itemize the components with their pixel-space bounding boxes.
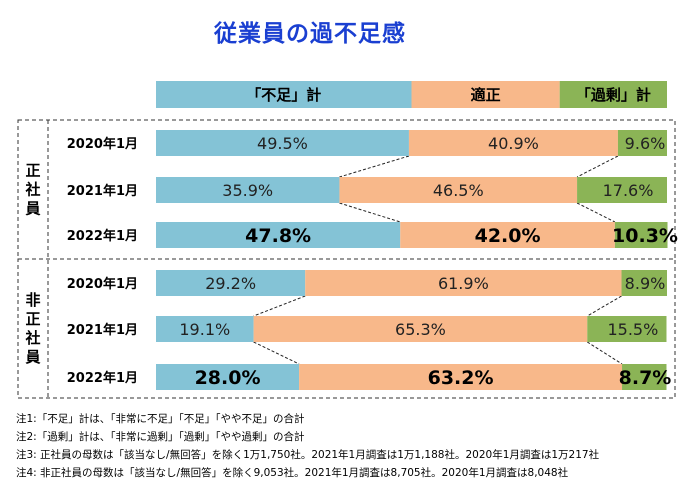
- row-label-1-0: 2020年1月: [67, 276, 138, 292]
- notes: 注1:「不足」計は、「非常に不足」「不足」「やや不足」の合計 注2:「過剰」計は…: [16, 410, 686, 482]
- data-label-1-0-1: 61.9%: [438, 274, 489, 293]
- bar-1-1-2: [587, 316, 667, 342]
- connector-0-2-0: [339, 202, 401, 223]
- data-label-1-1-0: 19.1%: [179, 320, 230, 339]
- legend: 「不足」計 適正 「過剰」計: [156, 81, 667, 108]
- connector-1-2-1: [587, 341, 623, 365]
- note-2: 注2:「過剰」計は、「非常に過剰」「過剰」「やや過剰」の合計: [16, 431, 305, 443]
- data-label-1-2-0: 28.0%: [195, 367, 261, 389]
- legend-label-2: 「過剰」計: [576, 86, 651, 104]
- bars: [156, 130, 668, 390]
- data-label-1-2-2: 8.7%: [619, 367, 672, 389]
- data-label-0-1-2: 17.6%: [603, 181, 654, 200]
- bar-1-0-1: [305, 270, 622, 296]
- data-label-0-0-1: 40.9%: [488, 134, 539, 153]
- row-label-1-1: 2021年1月: [67, 322, 138, 338]
- group-label-1-char-0: 非: [25, 291, 40, 309]
- chart-title: 従業員の過不足感: [214, 21, 406, 47]
- bar-1-1-0: [156, 316, 254, 342]
- row-label-0-2: 2022年1月: [67, 228, 138, 244]
- group-label-1-char-1: 正: [25, 310, 40, 328]
- note-1: 注1:「不足」計は、「非常に不足」「不足」「やや不足」の合計: [16, 413, 305, 425]
- data-label-0-1-0: 35.9%: [222, 181, 273, 200]
- connector-0-1-1: [576, 155, 619, 178]
- data-label-1-0-2: 8.9%: [625, 274, 666, 293]
- data-label-1-2-1: 63.2%: [428, 367, 494, 389]
- connector-1-2-0: [253, 341, 300, 365]
- data-label-0-1-1: 46.5%: [433, 181, 484, 200]
- group-label-0-char-0: 正: [25, 162, 40, 180]
- group-label-1-char-3: 員: [24, 348, 40, 366]
- data-label-1-0-0: 29.2%: [205, 274, 256, 293]
- data-label-0-2-0: 47.8%: [245, 225, 311, 247]
- legend-swatch-2: [559, 81, 667, 108]
- bar-1-1-1: [253, 316, 588, 342]
- data-label-0-0-0: 49.5%: [257, 134, 308, 153]
- bar-0-2-0: [156, 222, 401, 248]
- group-label-1-char-2: 社: [24, 329, 40, 347]
- bar-0-0-2: [617, 130, 667, 156]
- legend-swatch-1: [411, 81, 560, 108]
- labels: 2020年1月 49.5% 40.9% 9.6% 2021年1月 35.9% 46.5% 17…: [67, 134, 678, 389]
- legend-label-1: 適正: [471, 86, 501, 104]
- bar-0-2-2: [614, 222, 668, 248]
- bar-0-2-1: [400, 222, 615, 248]
- bar-0-0-0: [156, 130, 409, 156]
- data-label-1-1-2: 15.5%: [607, 320, 658, 339]
- connector-1-1-1: [587, 295, 622, 317]
- row-label-0-0: 2020年1月: [67, 136, 138, 152]
- data-label-0-2-1: 42.0%: [475, 225, 541, 247]
- note-4: 注4: 非正社員の母数は「該当なし/無回答」を除く9,053社。2021年1月調…: [16, 467, 569, 479]
- bar-0-1-2: [577, 177, 667, 203]
- bar-1-0-2: [621, 270, 667, 296]
- group-frame-0: [17, 119, 676, 260]
- note-3: 注3: 正社員の母数は「該当なし/無回答」を除く1万1,750社。2021年1月…: [16, 449, 600, 461]
- bar-1-0-0: [156, 270, 306, 296]
- connector-0-2-1: [576, 202, 616, 223]
- connector-0-1-0: [339, 155, 410, 178]
- data-label-0-0-2: 9.6%: [625, 134, 666, 153]
- legend-swatch-0: [156, 81, 412, 108]
- row-label-1-2: 2022年1月: [67, 370, 138, 386]
- connector-lines: [253, 155, 623, 365]
- connector-1-1-0: [253, 295, 306, 317]
- bar-0-1-1: [339, 177, 578, 203]
- data-label-1-1-1: 65.3%: [395, 320, 446, 339]
- row-label-0-1: 2021年1月: [67, 183, 138, 199]
- bar-0-1-0: [156, 177, 340, 203]
- data-label-0-2-2: 10.3%: [612, 225, 678, 247]
- bar-1-2-1: [299, 364, 623, 390]
- bar-1-2-0: [156, 364, 300, 390]
- bar-0-0-1: [408, 130, 618, 156]
- legend-label-0: 「不足」計: [246, 86, 321, 104]
- group-frame-1: [17, 258, 676, 399]
- group-label-0-char-1: 社: [24, 181, 40, 199]
- group-label-0-char-2: 員: [24, 200, 40, 218]
- bar-1-2-2: [622, 364, 667, 390]
